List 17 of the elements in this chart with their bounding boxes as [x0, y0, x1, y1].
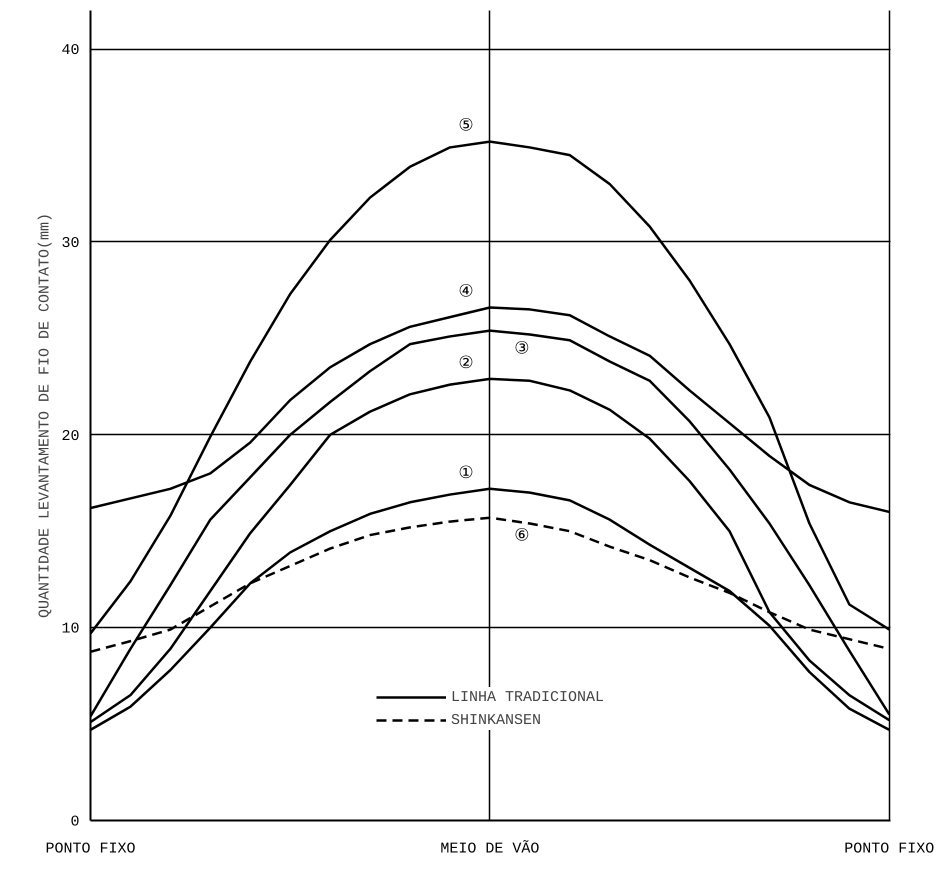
- annotation: ④: [458, 282, 474, 302]
- legend-label: LINHA TRADICIONAL: [450, 688, 604, 706]
- x-tick-label: MEIO DE VÃO: [440, 840, 540, 858]
- y-tick-label: 40: [61, 42, 80, 60]
- annotation: ②: [458, 352, 474, 373]
- x-tick-label: PONTO FIXO: [844, 840, 934, 858]
- annotation: ⑥: [514, 526, 530, 546]
- y-tick-label: 30: [61, 234, 80, 252]
- annotation: ③: [514, 338, 530, 359]
- y-tick-label: 20: [61, 428, 80, 445]
- x-tick-label: PONTO FIXO: [45, 840, 136, 858]
- annotation: ⑤: [458, 116, 474, 136]
- y-axis-title: QUANTIDADE LEVANTAMENTO DE FIO DE CONTATO(mm): [36, 212, 54, 618]
- annotation: ①: [458, 462, 474, 483]
- legend-label: SHINKANSEN: [450, 712, 541, 728]
- y-tick-label: 0: [70, 814, 80, 830]
- y-tick-label: 10: [61, 620, 80, 638]
